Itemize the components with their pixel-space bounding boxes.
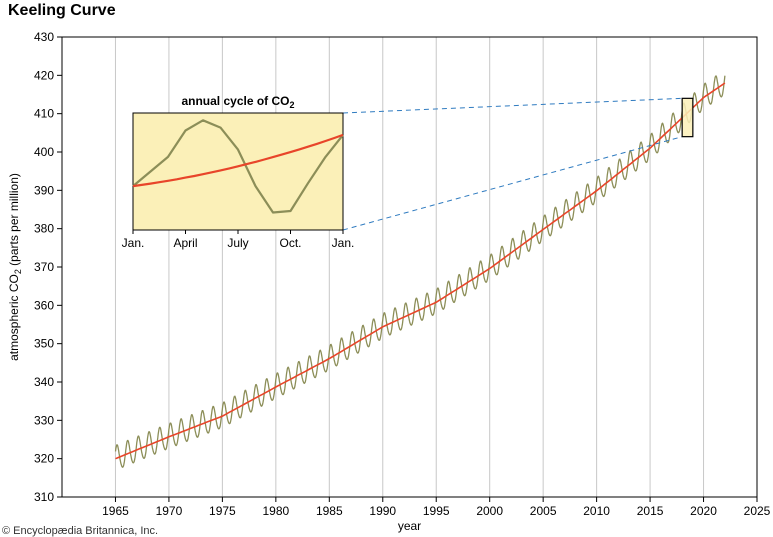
inset-x-tick-label-4: Jan. xyxy=(332,236,355,250)
y-tick-label-370: 370 xyxy=(34,260,54,274)
y-tick-label-360: 360 xyxy=(34,298,54,312)
x-tick-label-2020: 2020 xyxy=(690,504,717,518)
x-tick-label-2000: 2000 xyxy=(476,504,503,518)
inset-series-trend xyxy=(132,133,344,188)
y-tick-label-430: 430 xyxy=(34,30,54,44)
x-tick-label-1980: 1980 xyxy=(262,504,289,518)
x-tick-label-2005: 2005 xyxy=(530,504,557,518)
highlight-box xyxy=(681,97,694,138)
y-tick-label-380: 380 xyxy=(34,222,54,236)
y-axis-label-pre: atmospheric CO xyxy=(7,274,21,361)
inset-background xyxy=(132,112,344,231)
inset-series-seasonal xyxy=(132,119,344,214)
inset-title-sub: 2 xyxy=(290,100,295,110)
x-tick-label-1970: 1970 xyxy=(156,504,183,518)
inset-x-tick-label-1: April xyxy=(173,236,197,250)
x-tick-label-1965: 1965 xyxy=(102,504,129,518)
series-annual-trend xyxy=(115,82,726,460)
inset-x-tick-label-0: Jan. xyxy=(122,236,145,250)
connector-bottom xyxy=(342,136,683,231)
series-monthly-mean xyxy=(114,75,726,469)
x-tick-label-2015: 2015 xyxy=(637,504,664,518)
inset-series xyxy=(132,119,344,214)
y-axis: 310 320 330 340 350 360 370 380 390 400 410 420 430 xyxy=(34,30,62,504)
x-tick-label-1995: 1995 xyxy=(423,504,450,518)
x-axis: 1965 1970 1975 1980 1985 1990 1995 2000 2005 2010… xyxy=(102,497,771,518)
x-tick-label-1975: 1975 xyxy=(209,504,236,518)
inset-connectors xyxy=(342,97,683,231)
y-axis-label-post: (parts per million) xyxy=(7,173,21,269)
y-tick-label-420: 420 xyxy=(34,68,54,82)
x-tick-label-2025: 2025 xyxy=(744,504,771,518)
x-axis-label: year xyxy=(398,519,421,533)
inset-chart: annual cycle of CO2 Jan. April July Oct. Jan… xyxy=(122,94,355,250)
inset-x-axis: Jan. April July Oct. Jan. xyxy=(122,230,355,250)
y-tick-label-350: 350 xyxy=(34,337,54,351)
connector-top xyxy=(342,97,683,114)
copyright-notice: © Encyclopædia Britannica, Inc. xyxy=(2,525,159,537)
x-tick-label-2010: 2010 xyxy=(583,504,610,518)
y-tick-label-390: 390 xyxy=(34,183,54,197)
y-axis-label-sub: 2 xyxy=(13,269,23,274)
y-tick-label-310: 310 xyxy=(34,490,54,504)
y-tick-label-400: 400 xyxy=(34,145,54,159)
x-tick-label-1985: 1985 xyxy=(316,504,343,518)
inset-title-pre: annual cycle of CO xyxy=(181,94,289,108)
x-tick-label-1990: 1990 xyxy=(369,504,396,518)
inset-title: annual cycle of CO2 xyxy=(181,94,294,110)
y-tick-label-410: 410 xyxy=(34,107,54,121)
inset-x-tick-label-3: Oct. xyxy=(279,236,301,250)
inset-x-tick-label-2: July xyxy=(227,236,248,250)
plot-frame xyxy=(61,36,758,498)
y-tick-label-330: 330 xyxy=(34,413,54,427)
main-series xyxy=(114,75,726,469)
chart-title: Keeling Curve xyxy=(8,2,116,19)
y-tick-label-340: 340 xyxy=(34,375,54,389)
y-axis-label: atmospheric CO2 (parts per million) xyxy=(7,173,23,361)
gridlines xyxy=(114,37,705,497)
y-tick-label-320: 320 xyxy=(34,452,54,466)
